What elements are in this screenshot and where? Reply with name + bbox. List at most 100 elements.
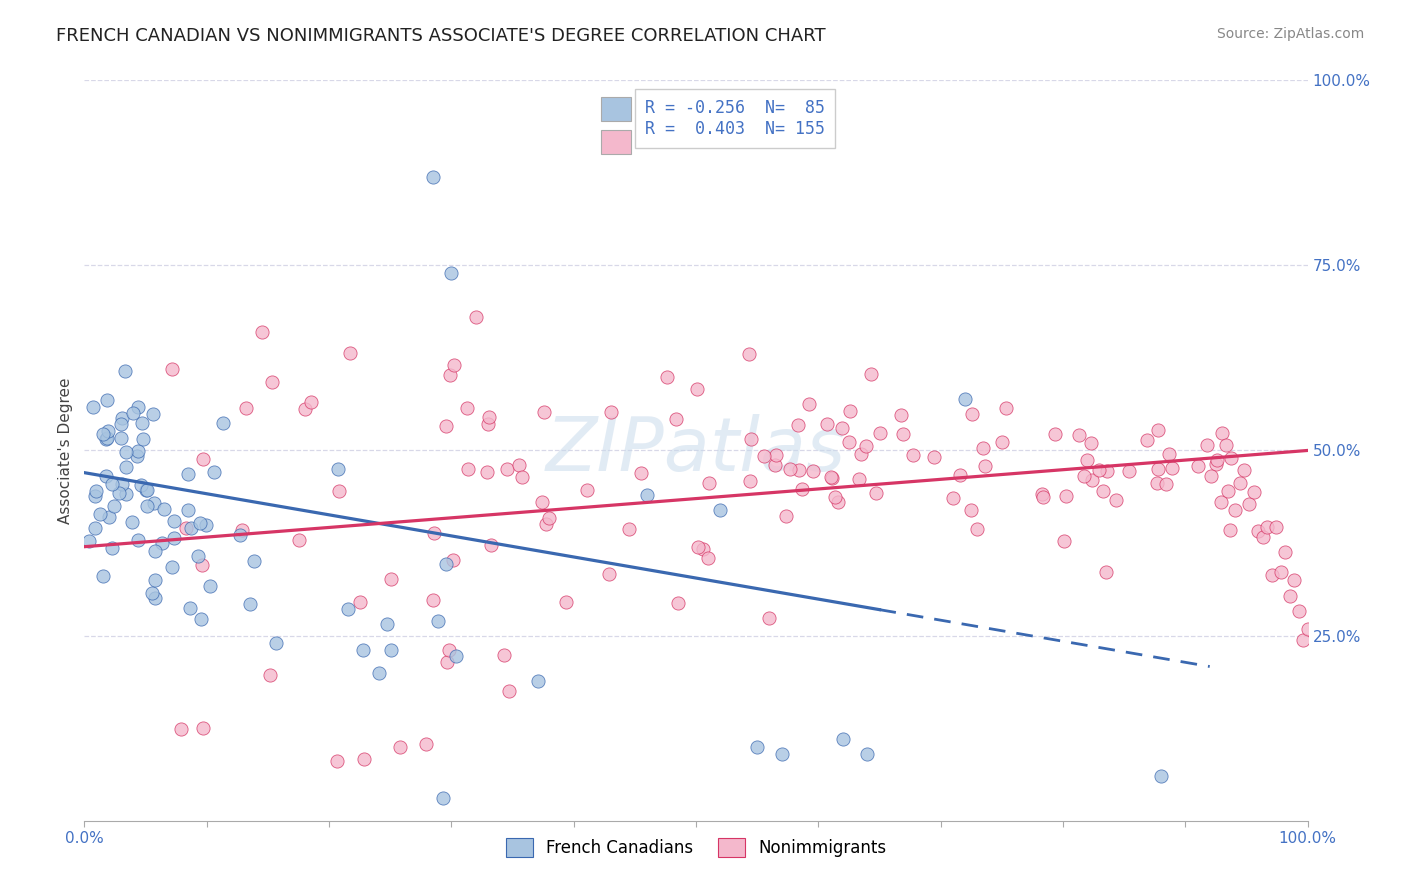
Nonimmigrants: [779, 462, 801, 476]
Nonimmigrants: [534, 516, 557, 531]
Nonimmigrants: [1157, 447, 1180, 461]
Nonimmigrants: [538, 510, 561, 524]
Nonimmigrants: [191, 721, 214, 735]
Nonimmigrants: [859, 367, 882, 381]
French Canadians: [101, 541, 124, 555]
Nonimmigrants: [942, 491, 965, 505]
Nonimmigrants: [824, 490, 846, 504]
Nonimmigrants: [738, 346, 761, 360]
French Canadians: [127, 443, 149, 458]
Nonimmigrants: [657, 370, 679, 384]
Nonimmigrants: [599, 405, 621, 419]
French Canadians: [89, 507, 111, 521]
Nonimmigrants: [995, 401, 1018, 416]
Nonimmigrants: [789, 463, 811, 477]
Nonimmigrants: [576, 483, 599, 497]
Nonimmigrants: [1092, 483, 1115, 498]
Nonimmigrants: [1067, 428, 1090, 442]
FancyBboxPatch shape: [600, 130, 631, 154]
French Canadians: [239, 598, 262, 612]
French Canadians: [352, 643, 374, 657]
Nonimmigrants: [422, 593, 444, 607]
French Canadians: [326, 461, 349, 475]
French Canadians: [101, 476, 124, 491]
Nonimmigrants: [353, 751, 375, 765]
Text: ZIPatlas: ZIPatlas: [546, 415, 846, 486]
Nonimmigrants: [891, 427, 914, 442]
Nonimmigrants: [441, 553, 464, 567]
French Canadians: [110, 476, 132, 491]
French Canadians: [110, 417, 132, 431]
French Canadians: [162, 560, 184, 574]
French Canadians: [375, 617, 398, 632]
Nonimmigrants: [496, 462, 519, 476]
Nonimmigrants: [827, 495, 849, 509]
Nonimmigrants: [815, 417, 838, 431]
French Canadians: [202, 465, 225, 479]
French Canadians: [380, 643, 402, 657]
Nonimmigrants: [1073, 469, 1095, 483]
French Canadians: [440, 266, 463, 280]
French Canadians: [97, 510, 120, 524]
Nonimmigrants: [1135, 433, 1157, 447]
Nonimmigrants: [1095, 565, 1118, 579]
Nonimmigrants: [389, 739, 412, 754]
Nonimmigrants: [1260, 568, 1282, 582]
Nonimmigrants: [1243, 484, 1265, 499]
French Canadians: [143, 591, 166, 605]
Nonimmigrants: [250, 325, 273, 339]
French Canadians: [856, 747, 879, 761]
Nonimmigrants: [740, 475, 762, 489]
Nonimmigrants: [1195, 438, 1218, 452]
Nonimmigrants: [1274, 544, 1296, 558]
Nonimmigrants: [174, 521, 197, 535]
Nonimmigrants: [786, 417, 808, 432]
Nonimmigrants: [299, 395, 322, 409]
French Canadians: [1150, 769, 1173, 783]
Nonimmigrants: [960, 407, 983, 421]
French Canadians: [162, 531, 184, 545]
Nonimmigrants: [191, 558, 214, 572]
Nonimmigrants: [790, 482, 813, 496]
Nonimmigrants: [848, 473, 870, 487]
French Canadians: [91, 426, 114, 441]
French Canadians: [91, 568, 114, 582]
Nonimmigrants: [1147, 461, 1170, 475]
Nonimmigrants: [533, 405, 555, 419]
French Canadians: [96, 433, 118, 447]
French Canadians: [198, 578, 221, 592]
Nonimmigrants: [865, 486, 887, 500]
Nonimmigrants: [1225, 502, 1247, 516]
French Canadians: [82, 400, 104, 414]
Nonimmigrants: [617, 522, 640, 536]
Nonimmigrants: [328, 484, 350, 499]
French Canadians: [636, 488, 658, 502]
Nonimmigrants: [475, 466, 498, 480]
Nonimmigrants: [949, 468, 972, 483]
French Canadians: [527, 673, 550, 688]
French Canadians: [422, 169, 444, 184]
French Canadians: [103, 499, 125, 513]
Nonimmigrants: [801, 464, 824, 478]
Nonimmigrants: [665, 412, 688, 426]
French Canadians: [444, 649, 467, 664]
Nonimmigrants: [162, 362, 184, 376]
Nonimmigrants: [1220, 451, 1243, 466]
Nonimmigrants: [554, 595, 576, 609]
Nonimmigrants: [765, 448, 787, 462]
French Canadians: [141, 586, 163, 600]
French Canadians: [180, 521, 202, 535]
Nonimmigrants: [1265, 520, 1288, 534]
French Canadians: [187, 549, 209, 563]
Nonimmigrants: [991, 434, 1014, 449]
Text: Source: ZipAtlas.com: Source: ZipAtlas.com: [1216, 27, 1364, 41]
Nonimmigrants: [839, 404, 862, 418]
Nonimmigrants: [294, 402, 316, 417]
Nonimmigrants: [415, 737, 437, 751]
French Canadians: [107, 486, 129, 500]
Nonimmigrants: [1054, 489, 1077, 503]
French Canadians: [190, 612, 212, 626]
Nonimmigrants: [1282, 573, 1305, 587]
French Canadians: [143, 544, 166, 558]
Nonimmigrants: [890, 408, 912, 422]
